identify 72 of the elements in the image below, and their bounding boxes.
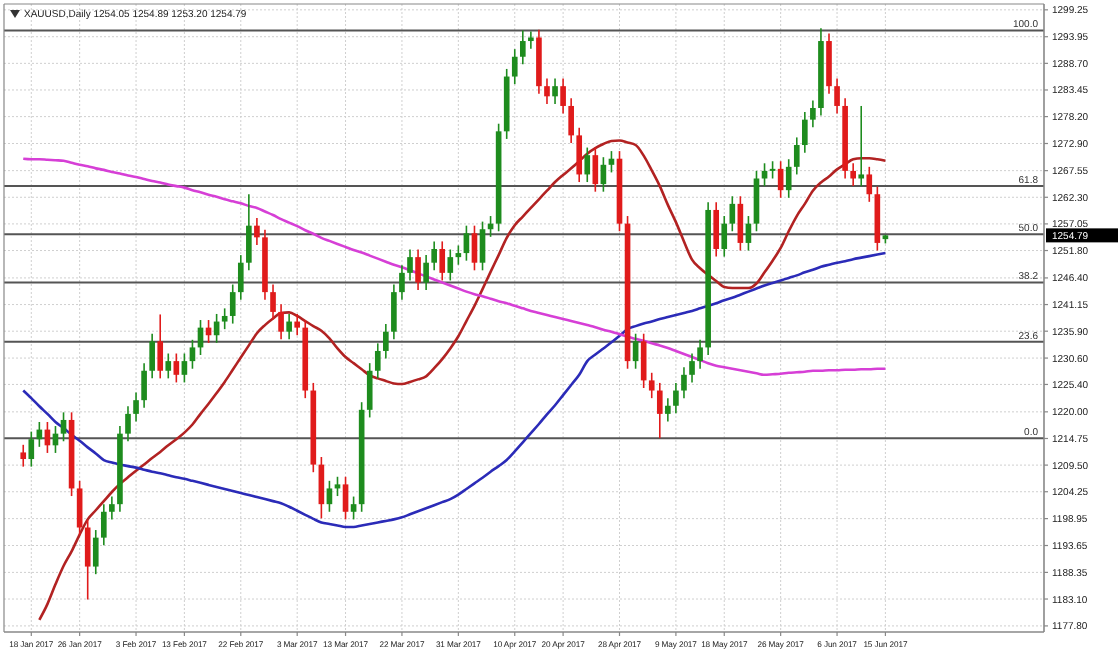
candlestick (391, 283, 397, 341)
candlestick (826, 32, 832, 95)
candlestick (60, 411, 67, 443)
candlestick (866, 166, 873, 203)
candlestick (689, 352, 695, 384)
candlestick (125, 405, 131, 443)
candlestick (383, 323, 389, 360)
candlestick (76, 480, 83, 536)
candlestick (721, 215, 728, 258)
candlestick (447, 248, 454, 282)
candlestick (479, 220, 486, 272)
candlestick (665, 397, 671, 423)
candlestick (850, 162, 856, 187)
candlestick (157, 313, 164, 380)
candlestick (229, 283, 236, 325)
candlestick (149, 332, 155, 380)
candlestick (350, 495, 357, 521)
candlestick (326, 480, 333, 513)
candlestick (221, 307, 228, 330)
candlestick (246, 193, 252, 272)
candlestick (278, 303, 284, 341)
candlestick (576, 126, 583, 183)
candlestick (656, 382, 663, 440)
candlestick (834, 77, 840, 115)
candlestick (20, 444, 27, 468)
candlestick (84, 519, 91, 601)
candlestick (519, 29, 526, 66)
candlestick (100, 503, 107, 547)
candlestick (431, 240, 437, 272)
candlestick (544, 77, 550, 105)
candlestick (286, 313, 292, 341)
candlestick (415, 248, 421, 291)
candlestick (785, 158, 792, 199)
candlestick (858, 105, 865, 187)
candlestick (471, 224, 478, 272)
candlestick (109, 495, 115, 521)
candlestick (439, 240, 446, 282)
candlestick (133, 391, 139, 423)
candlestick (342, 475, 349, 521)
candlestick (173, 352, 180, 384)
candlestick (810, 99, 816, 129)
candlestick (568, 97, 574, 144)
candlestick (141, 362, 147, 409)
candlestick (793, 136, 800, 176)
candlestick (560, 77, 566, 115)
candlestick (761, 162, 768, 187)
candlestick (697, 339, 703, 370)
candlestick (189, 339, 196, 370)
candlestick (528, 30, 534, 50)
candlestick (366, 362, 373, 419)
candlestick (407, 248, 413, 282)
candlestick (374, 342, 381, 380)
candlestick (294, 313, 301, 337)
candlestick (681, 366, 687, 399)
candlestick (729, 195, 736, 233)
candlestick (237, 254, 244, 301)
candlestick (254, 217, 260, 246)
candlestick (28, 430, 35, 468)
candlestick (399, 264, 405, 301)
candlestick (673, 382, 679, 415)
candlestick (511, 48, 518, 85)
candlestick (802, 111, 808, 154)
candlestick (423, 254, 429, 291)
line-series (21, 251, 887, 529)
candlestick (92, 529, 99, 575)
candlestick (165, 352, 172, 380)
candlestick (584, 146, 591, 183)
candlestick (713, 201, 720, 258)
candlestick (648, 371, 655, 399)
candlestick (181, 352, 188, 384)
candlestick (270, 283, 276, 321)
candlestick (552, 77, 558, 105)
